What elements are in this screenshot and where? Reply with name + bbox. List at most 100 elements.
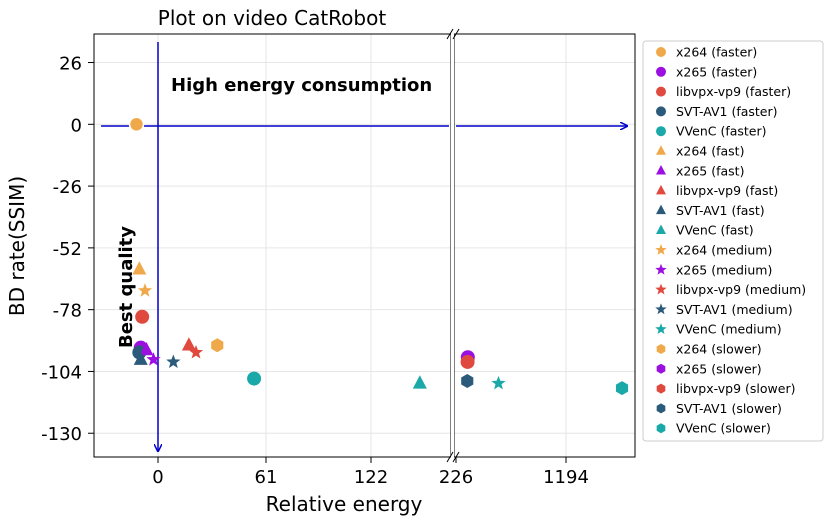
legend-marker bbox=[656, 66, 666, 77]
y-tick-label: -26 bbox=[53, 177, 82, 198]
legend-label: x264 (fast) bbox=[676, 144, 744, 159]
y-tick-label: -52 bbox=[53, 239, 82, 260]
legend-item: x265 (faster) bbox=[656, 64, 757, 79]
annotation-best-quality: Best quality bbox=[116, 226, 137, 348]
data-point bbox=[139, 342, 154, 356]
legend-marker bbox=[656, 184, 666, 195]
data-points bbox=[128, 116, 629, 396]
data-point bbox=[166, 354, 181, 369]
axis-break-gap bbox=[451, 30, 454, 462]
data-point bbox=[135, 309, 150, 324]
data-point bbox=[133, 351, 148, 365]
legend-item: SVT-AV1 (fast) bbox=[656, 203, 765, 218]
legend-label: libvpx-vp9 (medium) bbox=[676, 282, 806, 297]
y-tick-label: -130 bbox=[41, 424, 82, 445]
legend-label: libvpx-vp9 (slower) bbox=[676, 381, 795, 396]
legend-item: VVenC (slower) bbox=[656, 421, 771, 436]
data-point bbox=[132, 261, 147, 275]
data-point bbox=[247, 371, 262, 386]
legend-marker bbox=[656, 224, 666, 234]
legend-item: libvpx-vp9 (medium) bbox=[655, 282, 806, 297]
y-axis-ticks: 26 0 -26 -52 -78 -104 -130 bbox=[41, 54, 94, 445]
x-tick-label: 61 bbox=[255, 467, 278, 488]
legend-label: VVenC (faster) bbox=[676, 124, 767, 139]
legend-item: libvpx-vp9 (fast) bbox=[656, 183, 778, 198]
y-axis-label: BD rate(SSIM) bbox=[5, 176, 29, 316]
data-point bbox=[146, 352, 161, 366]
legend-item: SVT-AV1 (medium) bbox=[655, 302, 793, 317]
legend-marker bbox=[656, 86, 666, 97]
legend-marker bbox=[656, 204, 666, 215]
legend-item: libvpx-vp9 (slower) bbox=[656, 381, 795, 396]
data-point bbox=[615, 381, 629, 396]
chart-title: Plot on video CatRobot bbox=[158, 6, 387, 30]
data-point bbox=[181, 337, 196, 351]
legend-label: VVenC (slower) bbox=[676, 421, 771, 436]
legend-label: libvpx-vp9 (fast) bbox=[676, 183, 778, 198]
axis-break-marks-top bbox=[446, 28, 460, 40]
grid bbox=[94, 34, 635, 457]
legend-label: x264 (slower) bbox=[676, 342, 762, 357]
legend-marker bbox=[656, 47, 666, 57]
legend-label: VVenC (medium) bbox=[676, 322, 782, 337]
plot-frame-left bbox=[93, 33, 452, 458]
legend-label: SVT-AV1 (faster) bbox=[676, 104, 778, 119]
data-point bbox=[137, 283, 153, 297]
x-tick-label: 0 bbox=[152, 467, 163, 488]
data-point bbox=[491, 375, 506, 390]
legend-marker bbox=[656, 403, 666, 414]
legend-label: x265 (slower) bbox=[676, 361, 762, 376]
legend-marker bbox=[656, 165, 666, 175]
x-tick-label: 1194 bbox=[543, 467, 589, 488]
legend-label: x264 (faster) bbox=[676, 45, 757, 60]
y-tick-label: 26 bbox=[59, 54, 82, 75]
legend-item: libvpx-vp9 (faster) bbox=[656, 84, 791, 99]
legend-marker bbox=[656, 106, 666, 117]
legend-marker bbox=[656, 145, 666, 155]
legend-marker bbox=[655, 244, 667, 255]
y-tick-label: 0 bbox=[71, 115, 82, 136]
legend-item: SVT-AV1 (faster) bbox=[656, 104, 778, 119]
legend-label: x265 (fast) bbox=[676, 163, 744, 178]
legend-marker bbox=[655, 303, 667, 315]
legend-marker bbox=[656, 383, 666, 394]
legend-item: SVT-AV1 (slower) bbox=[656, 401, 782, 416]
legend-item: x265 (slower) bbox=[656, 361, 762, 376]
legend-item: VVenC (fast) bbox=[656, 223, 754, 238]
legend-box bbox=[642, 40, 824, 442]
y-tick-label: -78 bbox=[53, 301, 82, 322]
data-point bbox=[461, 373, 474, 388]
legend-marker bbox=[655, 283, 667, 295]
legend-marker bbox=[656, 126, 666, 137]
data-point bbox=[188, 344, 204, 359]
x-axis-label: Relative energy bbox=[266, 492, 423, 516]
legend-label: SVT-AV1 (fast) bbox=[676, 203, 765, 218]
legend-marker bbox=[655, 323, 667, 335]
legend-label: SVT-AV1 (slower) bbox=[676, 401, 782, 416]
legend: x264 (faster) x265 (faster) libvpx-vp9 (fa… bbox=[642, 40, 824, 442]
legend-label: x265 (medium) bbox=[676, 262, 772, 277]
annotation-high-energy: High energy consumption bbox=[171, 75, 432, 96]
legend-label: x264 (medium) bbox=[676, 243, 772, 258]
legend-item: x265 (fast) bbox=[656, 163, 744, 178]
legend-label: x265 (faster) bbox=[676, 64, 757, 79]
x-tick-label: 226 bbox=[439, 467, 473, 488]
data-point bbox=[460, 354, 475, 369]
legend-item: x264 (fast) bbox=[656, 144, 744, 159]
legend-marker bbox=[655, 263, 667, 275]
legend-item: VVenC (faster) bbox=[656, 124, 767, 139]
data-point bbox=[128, 116, 145, 133]
x-axis-ticks: 0 61 122 226 1194 bbox=[152, 457, 589, 488]
y-tick-label: -104 bbox=[41, 362, 82, 383]
legend-item: x264 (medium) bbox=[655, 243, 772, 258]
legend-item: x264 (faster) bbox=[656, 45, 757, 60]
legend-label: libvpx-vp9 (faster) bbox=[676, 84, 791, 99]
legend-marker bbox=[656, 344, 666, 354]
legend-label: VVenC (fast) bbox=[676, 223, 754, 238]
legend-label: SVT-AV1 (medium) bbox=[676, 302, 793, 317]
legend-marker bbox=[656, 423, 666, 434]
data-point bbox=[412, 375, 427, 389]
legend-item: VVenC (medium) bbox=[655, 322, 782, 337]
legend-marker bbox=[656, 363, 666, 374]
